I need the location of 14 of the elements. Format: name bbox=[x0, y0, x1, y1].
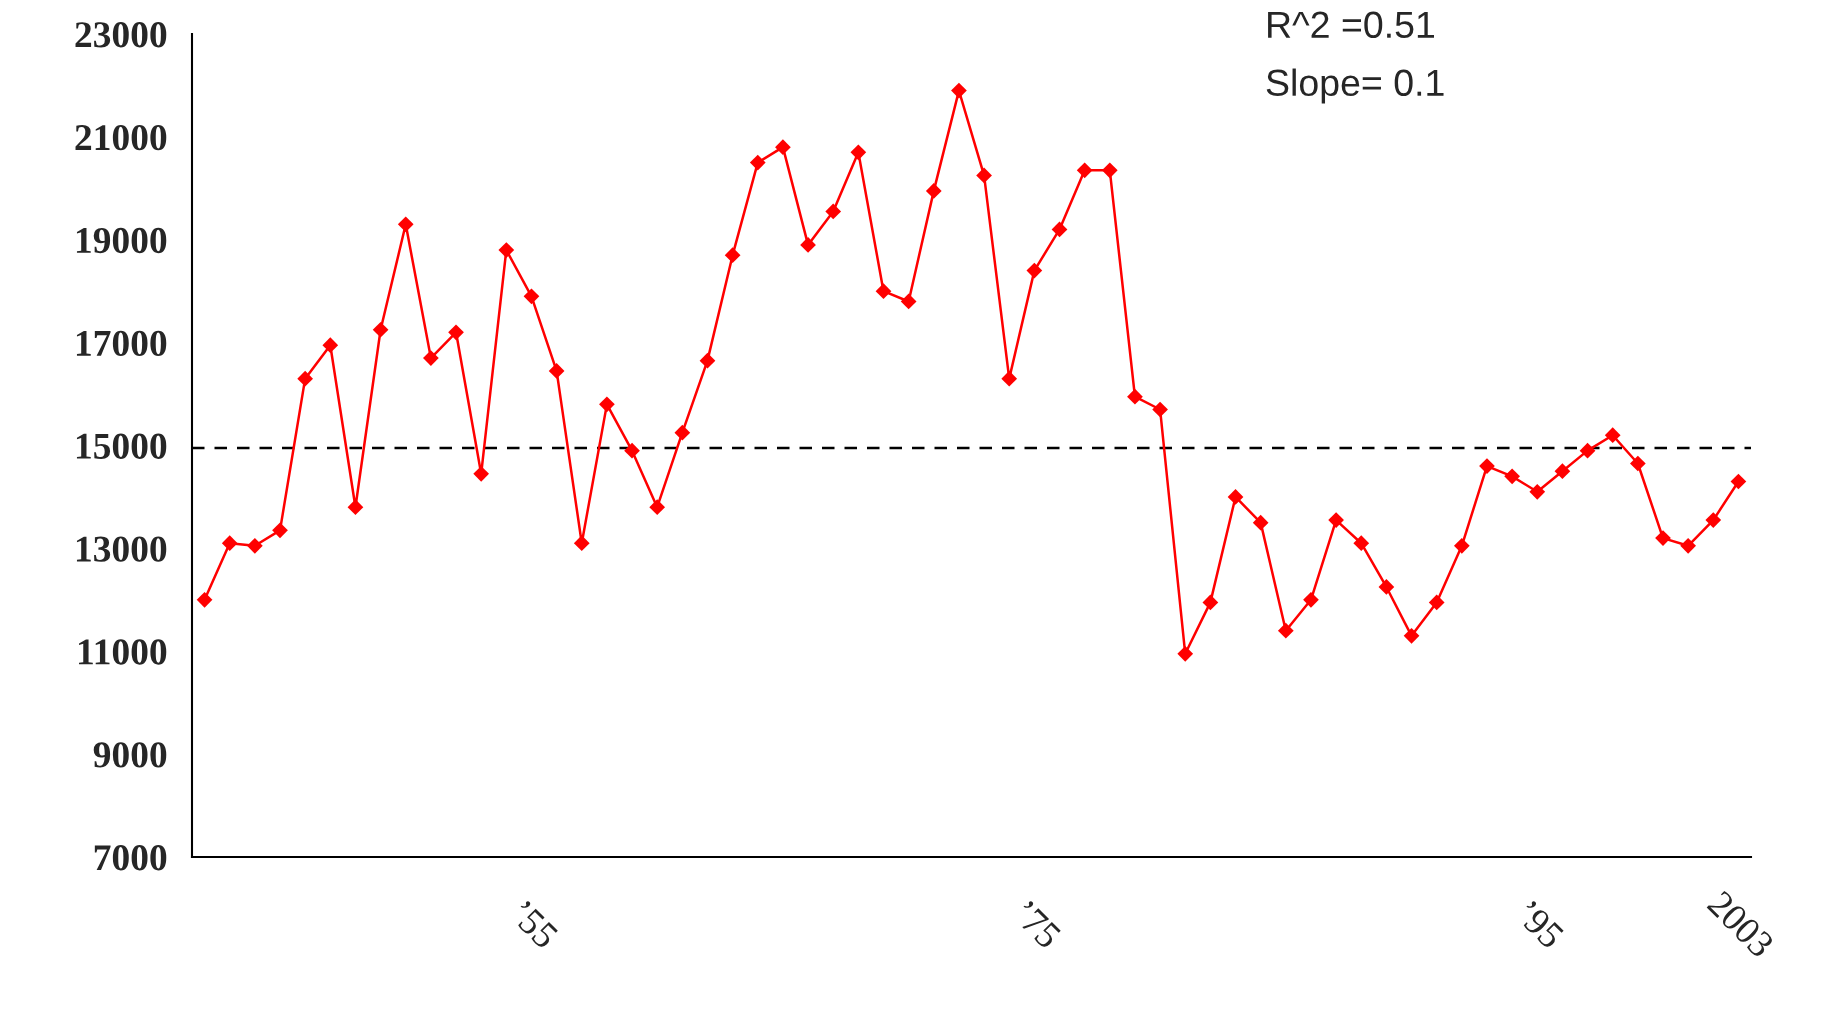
y-tick-label: 17000 bbox=[76, 330, 167, 356]
y-tick-label: 7000 bbox=[94, 845, 167, 871]
y-tick-label: 11000 bbox=[79, 639, 167, 665]
y-tick-label: 21000 bbox=[75, 124, 167, 151]
x-tick-label: ’75 bbox=[1012, 899, 1063, 950]
y-tick-label: 13000 bbox=[76, 536, 167, 562]
y-tick-label: 19000 bbox=[76, 227, 167, 254]
x-tick-label: ’55 bbox=[509, 899, 560, 950]
y-tick-label: 15000 bbox=[76, 433, 167, 459]
y-tick-label: 9000 bbox=[93, 742, 167, 768]
annotation: R^2 =0.51 bbox=[1268, 11, 1435, 39]
y-tick-label: 23000 bbox=[75, 22, 167, 48]
annotation: Slope= 0.1 bbox=[1266, 68, 1444, 104]
x-tick-label: ’95 bbox=[1515, 899, 1566, 950]
